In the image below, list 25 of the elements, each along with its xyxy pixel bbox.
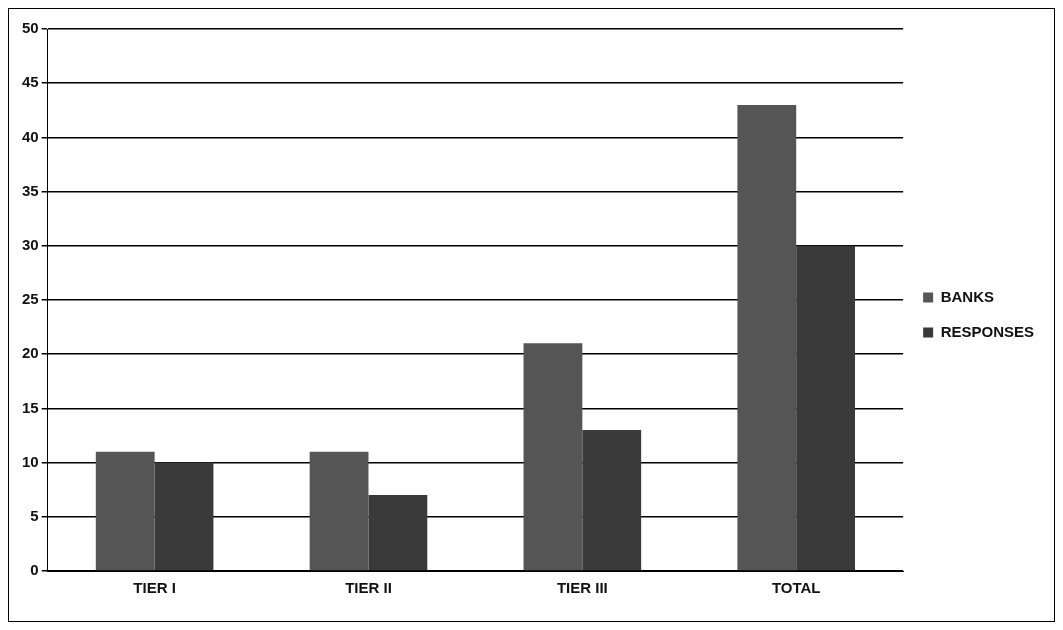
bar — [309, 451, 369, 571]
x-tick-label: TIER II — [345, 579, 392, 597]
x-tick-label: TIER III — [556, 579, 608, 597]
y-tick-label: 45 — [22, 73, 39, 91]
bar — [523, 343, 583, 571]
bar — [737, 104, 797, 571]
y-tick-label: 5 — [30, 506, 39, 524]
y-tick-label: 20 — [22, 344, 39, 362]
y-tick-label: 40 — [22, 127, 39, 145]
bar — [95, 451, 155, 571]
y-tick-label: 35 — [22, 181, 39, 199]
y-tick-label: 50 — [22, 19, 39, 37]
y-tick-label: 30 — [22, 235, 39, 253]
bar — [368, 495, 428, 571]
x-tick-label: TOTAL — [771, 579, 821, 597]
bar — [796, 245, 856, 571]
y-tick-label: 10 — [22, 452, 39, 470]
y-tick-label: 25 — [22, 290, 39, 308]
y-tick-label: 15 — [22, 398, 39, 416]
bar — [582, 430, 642, 571]
legend-label: RESPONSES — [940, 322, 1035, 340]
x-tick-label: TIER I — [133, 579, 176, 597]
y-tick-label: 0 — [30, 561, 39, 579]
legend-label: BANKS — [940, 287, 994, 305]
bar — [154, 462, 214, 571]
